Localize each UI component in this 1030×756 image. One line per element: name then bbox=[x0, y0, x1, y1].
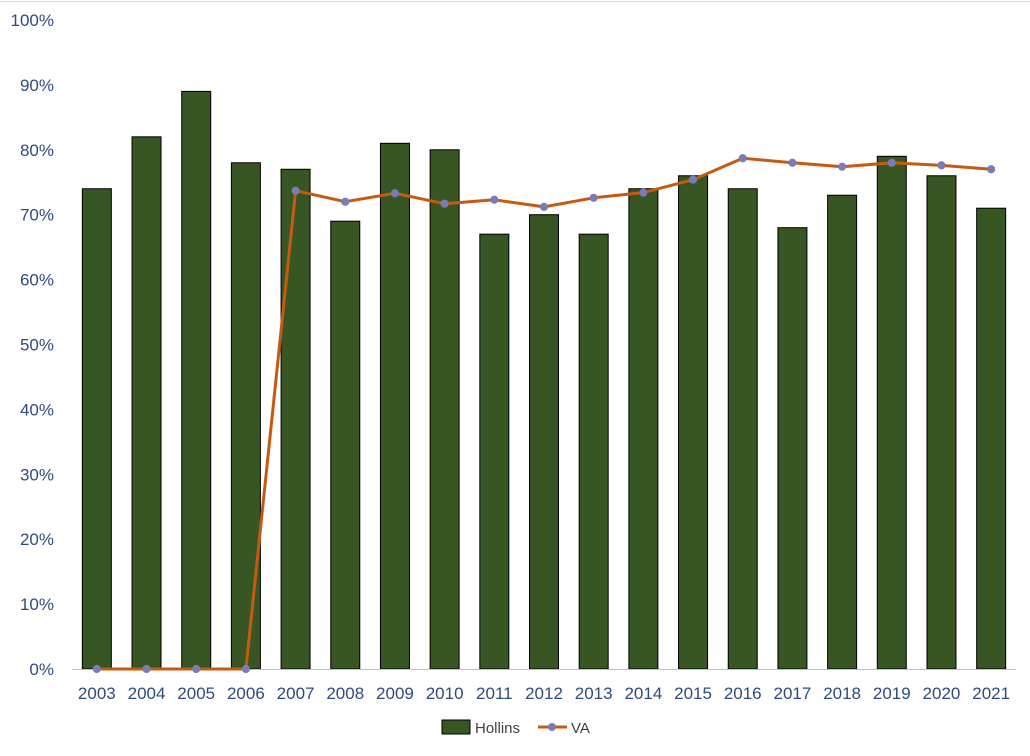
va-point bbox=[738, 154, 747, 163]
y-tick-label: 80% bbox=[20, 141, 54, 160]
x-axis-tick-labels: 2003 2004 2005 2006 2007 2008 2009 2010 2011 2012… bbox=[78, 684, 1010, 703]
x-tick-label: 2005 bbox=[177, 684, 215, 703]
bar-hollins bbox=[230, 162, 261, 670]
va-point bbox=[887, 158, 896, 167]
x-tick-label: 2016 bbox=[724, 684, 762, 703]
x-tick-label: 2018 bbox=[823, 684, 861, 703]
x-tick-label: 2020 bbox=[923, 684, 961, 703]
x-tick-label: 2006 bbox=[227, 684, 265, 703]
va-line-series bbox=[92, 154, 996, 674]
bar-hollins bbox=[876, 155, 907, 670]
va-point bbox=[788, 158, 797, 167]
y-tick-label: 30% bbox=[20, 465, 54, 484]
x-tick-label: 2009 bbox=[376, 684, 414, 703]
bar-hollins bbox=[379, 142, 410, 670]
y-tick-label: 60% bbox=[20, 271, 54, 290]
bar-hollins bbox=[429, 149, 460, 670]
va-point bbox=[838, 162, 847, 171]
legend-hollins-label: Hollins bbox=[475, 720, 520, 737]
bar-hollins bbox=[330, 220, 361, 670]
x-tick-label: 2012 bbox=[525, 684, 563, 703]
bar-hollins bbox=[727, 188, 758, 670]
x-tick-label: 2008 bbox=[326, 684, 364, 703]
bar-hollins bbox=[181, 90, 212, 670]
x-tick-label: 2003 bbox=[78, 684, 116, 703]
va-point bbox=[241, 664, 250, 674]
bar-hollins bbox=[976, 207, 1007, 670]
va-point bbox=[390, 189, 400, 198]
y-tick-label: 20% bbox=[20, 530, 54, 549]
bar-hollins bbox=[628, 188, 659, 670]
va-point bbox=[142, 664, 151, 674]
y-tick-label: 100% bbox=[11, 11, 54, 30]
bar-hollins bbox=[529, 214, 559, 670]
y-tick-label: 0% bbox=[29, 660, 54, 679]
bar-hollins bbox=[777, 227, 808, 670]
va-point bbox=[490, 195, 499, 204]
va-point bbox=[589, 193, 598, 202]
bar-hollins bbox=[479, 233, 510, 670]
va-point bbox=[688, 175, 698, 184]
bar-hollins bbox=[131, 136, 162, 670]
va-point bbox=[440, 199, 449, 208]
va-point bbox=[192, 664, 201, 674]
legend-hollins-swatch bbox=[441, 719, 471, 735]
legend: Hollins VA bbox=[441, 719, 590, 737]
y-tick-label: 40% bbox=[20, 400, 54, 419]
bar-hollins bbox=[280, 168, 311, 670]
x-tick-label: 2015 bbox=[674, 684, 712, 703]
x-tick-label: 2013 bbox=[575, 684, 613, 703]
bar-hollins bbox=[578, 233, 609, 670]
va-point bbox=[92, 664, 101, 674]
va-point bbox=[937, 161, 946, 170]
legend-va-label: VA bbox=[571, 720, 590, 737]
bar-hollins bbox=[926, 175, 957, 670]
bar-hollins bbox=[81, 188, 112, 670]
va-point bbox=[291, 186, 300, 195]
x-tick-label: 2010 bbox=[426, 684, 464, 703]
va-point bbox=[639, 188, 648, 197]
x-tick-label: 2004 bbox=[128, 684, 166, 703]
y-tick-label: 50% bbox=[20, 336, 54, 355]
x-tick-label: 2014 bbox=[624, 684, 662, 703]
bar-hollins bbox=[678, 175, 709, 670]
x-tick-label: 2007 bbox=[277, 684, 315, 703]
va-point bbox=[987, 165, 996, 174]
y-axis-tick-labels: 0% 10% 20% 30% 40% 50% 60% 70% 80% 90% 100% bbox=[11, 11, 54, 679]
x-tick-label: 2019 bbox=[873, 684, 911, 703]
hollins-bars bbox=[81, 90, 1007, 670]
x-tick-label: 2011 bbox=[476, 684, 513, 703]
y-tick-label: 90% bbox=[20, 76, 54, 95]
legend-va-marker bbox=[548, 723, 556, 731]
va-point bbox=[539, 202, 549, 212]
y-tick-label: 70% bbox=[20, 206, 54, 225]
y-tick-label: 10% bbox=[20, 595, 54, 614]
x-tick-label: 2017 bbox=[774, 684, 812, 703]
bar-hollins bbox=[827, 194, 858, 670]
x-tick-label: 2021 bbox=[972, 684, 1010, 703]
va-point bbox=[341, 197, 350, 206]
